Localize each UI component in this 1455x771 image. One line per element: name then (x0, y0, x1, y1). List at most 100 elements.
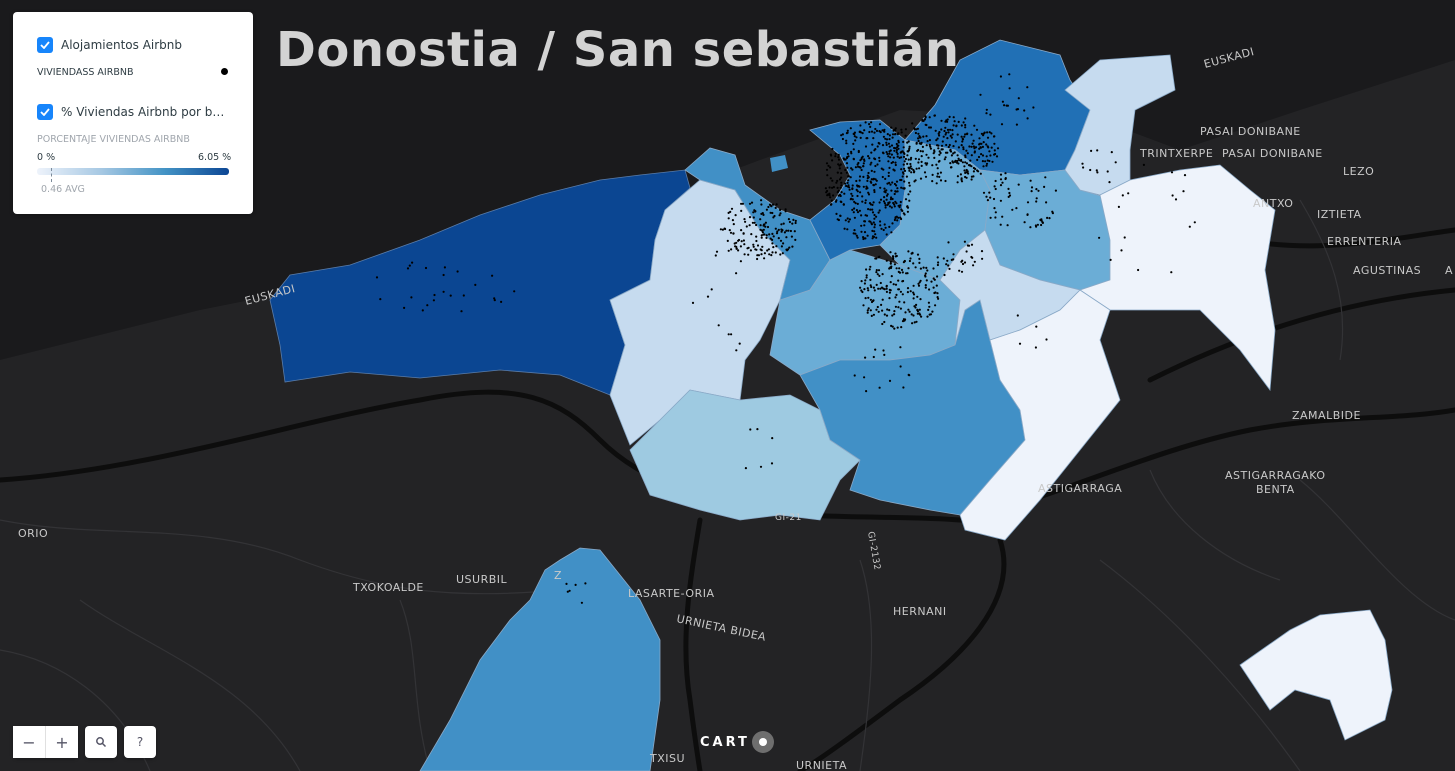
airbnb-point[interactable] (847, 179, 850, 182)
airbnb-point[interactable] (985, 195, 988, 198)
airbnb-point[interactable] (772, 203, 775, 206)
airbnb-point[interactable] (938, 159, 941, 163)
airbnb-point[interactable] (924, 274, 927, 277)
airbnb-point[interactable] (972, 139, 975, 142)
airbnb-point[interactable] (879, 131, 882, 134)
airbnb-point[interactable] (771, 211, 774, 215)
airbnb-point[interactable] (885, 233, 888, 236)
airbnb-point[interactable] (850, 150, 853, 153)
airbnb-point[interactable] (775, 203, 778, 206)
airbnb-point[interactable] (871, 211, 875, 214)
airbnb-point[interactable] (985, 112, 988, 115)
airbnb-point[interactable] (926, 140, 929, 143)
airbnb-point[interactable] (878, 159, 881, 162)
airbnb-point[interactable] (960, 124, 963, 127)
airbnb-point[interactable] (885, 138, 889, 141)
airbnb-point[interactable] (893, 203, 896, 206)
airbnb-point[interactable] (939, 179, 943, 182)
airbnb-point[interactable] (950, 154, 954, 157)
airbnb-point[interactable] (867, 171, 870, 175)
airbnb-points[interactable] (375, 73, 1196, 604)
airbnb-point[interactable] (866, 311, 869, 314)
airbnb-point[interactable] (892, 283, 895, 286)
airbnb-point[interactable] (978, 147, 981, 150)
airbnb-point[interactable] (760, 234, 763, 237)
airbnb-point[interactable] (868, 157, 871, 160)
airbnb-point[interactable] (843, 192, 846, 195)
airbnb-point[interactable] (890, 144, 894, 147)
airbnb-point[interactable] (1041, 221, 1044, 224)
airbnb-point[interactable] (889, 281, 892, 284)
airbnb-point[interactable] (894, 147, 897, 150)
airbnb-point[interactable] (927, 301, 931, 304)
airbnb-point[interactable] (1026, 213, 1029, 216)
airbnb-point[interactable] (839, 194, 842, 198)
airbnb-point[interactable] (885, 284, 888, 287)
airbnb-point[interactable] (759, 218, 762, 221)
airbnb-point[interactable] (885, 189, 888, 192)
airbnb-point[interactable] (940, 144, 944, 147)
airbnb-point[interactable] (953, 151, 956, 154)
airbnb-point[interactable] (872, 235, 876, 238)
airbnb-point[interactable] (789, 229, 793, 233)
airbnb-point[interactable] (941, 140, 944, 143)
airbnb-point[interactable] (985, 108, 988, 111)
airbnb-point[interactable] (912, 171, 916, 174)
airbnb-point[interactable] (903, 152, 906, 155)
airbnb-point[interactable] (859, 136, 862, 139)
airbnb-point[interactable] (911, 251, 914, 254)
airbnb-point[interactable] (888, 152, 891, 155)
airbnb-point[interactable] (990, 132, 993, 135)
airbnb-point[interactable] (960, 270, 964, 273)
airbnb-point[interactable] (882, 129, 885, 132)
airbnb-point[interactable] (1114, 161, 1117, 164)
airbnb-point[interactable] (863, 282, 867, 285)
airbnb-point[interactable] (845, 132, 849, 135)
airbnb-point[interactable] (848, 218, 852, 221)
airbnb-point[interactable] (961, 140, 964, 143)
airbnb-point[interactable] (890, 196, 893, 199)
airbnb-point[interactable] (947, 264, 950, 267)
airbnb-point[interactable] (406, 267, 410, 270)
airbnb-point[interactable] (982, 191, 986, 194)
airbnb-point[interactable] (916, 253, 920, 256)
airbnb-point[interactable] (982, 165, 985, 168)
airbnb-point[interactable] (742, 239, 746, 242)
airbnb-point[interactable] (750, 201, 754, 204)
airbnb-point[interactable] (964, 133, 967, 136)
airbnb-point[interactable] (867, 191, 870, 194)
airbnb-point[interactable] (896, 155, 899, 158)
airbnb-point[interactable] (950, 166, 953, 169)
airbnb-point[interactable] (993, 185, 996, 188)
airbnb-point[interactable] (889, 183, 892, 186)
airbnb-point[interactable] (991, 160, 994, 163)
airbnb-point[interactable] (912, 291, 915, 294)
airbnb-point[interactable] (878, 274, 881, 277)
airbnb-point[interactable] (899, 216, 902, 219)
airbnb-point[interactable] (954, 159, 957, 162)
airbnb-point[interactable] (770, 462, 774, 465)
airbnb-point[interactable] (924, 162, 927, 165)
airbnb-point[interactable] (1082, 166, 1085, 169)
airbnb-point[interactable] (934, 129, 937, 132)
airbnb-point[interactable] (919, 136, 922, 139)
airbnb-point[interactable] (1120, 249, 1123, 252)
airbnb-point[interactable] (872, 177, 876, 180)
airbnb-point[interactable] (715, 250, 719, 253)
airbnb-point[interactable] (928, 116, 931, 119)
airbnb-point[interactable] (877, 256, 880, 259)
airbnb-point[interactable] (965, 133, 969, 136)
airbnb-point[interactable] (876, 305, 879, 309)
airbnb-point[interactable] (853, 200, 856, 203)
airbnb-point[interactable] (865, 268, 868, 271)
airbnb-point[interactable] (936, 256, 939, 259)
airbnb-point[interactable] (895, 151, 898, 154)
airbnb-point[interactable] (493, 299, 496, 302)
airbnb-point[interactable] (896, 326, 899, 329)
airbnb-point[interactable] (856, 163, 859, 166)
airbnb-point[interactable] (932, 286, 935, 289)
airbnb-point[interactable] (994, 211, 997, 214)
airbnb-point[interactable] (935, 139, 938, 142)
airbnb-point[interactable] (872, 137, 875, 140)
airbnb-point[interactable] (896, 144, 899, 147)
